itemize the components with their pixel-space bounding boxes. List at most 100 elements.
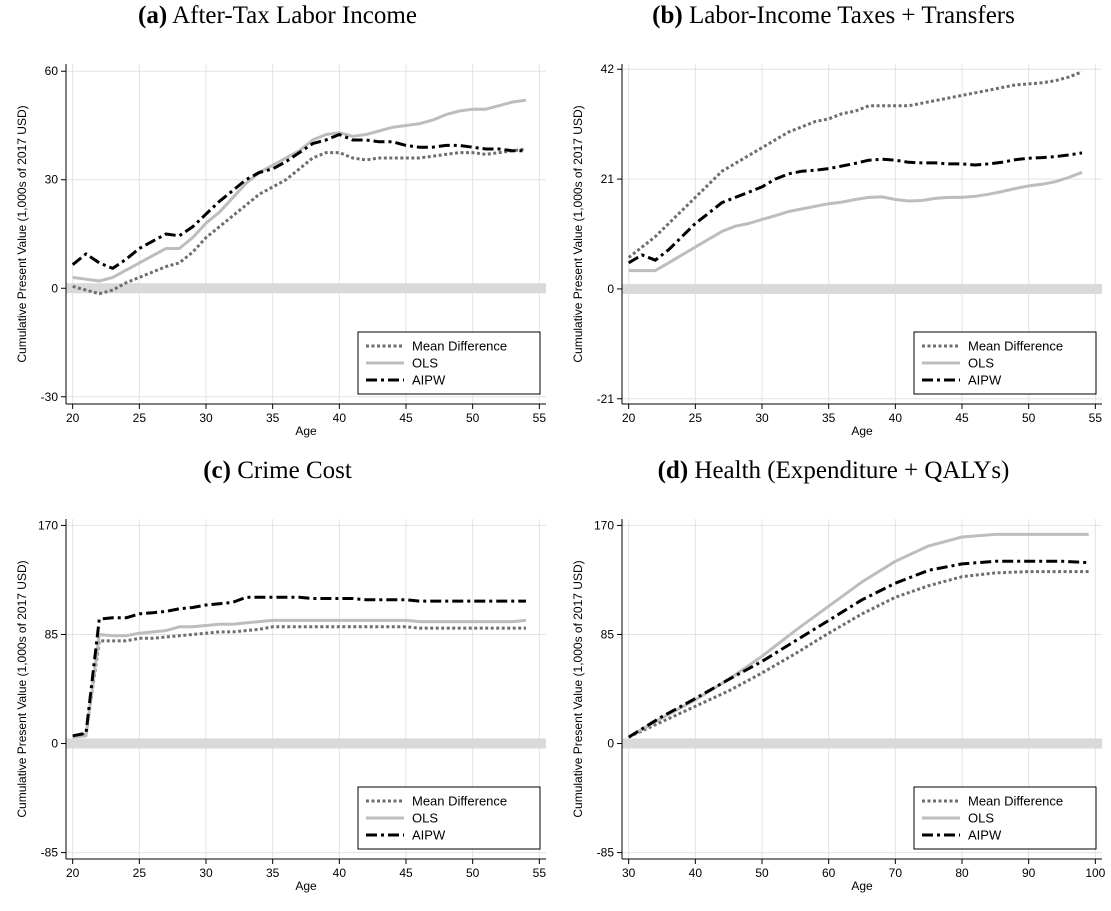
x-tick-label: 100 [1085,866,1105,880]
x-tick-label: 30 [199,411,213,425]
x-tick-label: 50 [466,411,480,425]
y-tick-label: 21 [601,172,615,186]
y-tick-label: 170 [38,518,58,532]
chart-b: 20 25 30 35 40 45 50 55 -21 0 21 42 Age Cumulative Pr… [571,62,1103,438]
legend-entry: Mean Difference [968,339,1063,354]
x-tick-label: 40 [333,411,347,425]
y-axis-label: Cumulative Present Value (1,000s of 2017… [15,560,29,817]
chart-a: 20 25 30 35 40 45 50 55 -30 0 30 60 Age Cumulative Pr… [15,64,547,438]
y-tick-label: 0 [607,737,614,751]
legend-entry: OLS [968,356,994,371]
legend-entry: AIPW [968,828,1002,843]
y-tick-label: 0 [607,282,614,296]
y-axis-label: Cumulative Present Value (1,000s of 2017… [571,105,585,362]
x-tick-label: 25 [133,866,147,880]
y-tick-label: 30 [45,173,59,187]
y-tick-label: -85 [41,846,59,860]
series-line-aipw [627,151,1083,265]
panel-b: (b) Labor-Income Taxes + Transfers 20 25 3… [556,0,1111,455]
y-tick-label: 60 [45,64,59,78]
y-tick-label: 170 [594,518,614,532]
series-line-ols [72,98,527,283]
x-tick-label: 35 [266,411,280,425]
panel-a: (a) After-Tax Labor Income 20 25 30 35 40 45 5… [0,0,555,455]
legend-entry: AIPW [412,373,446,388]
series-line-aipw [71,133,526,270]
legend: Mean Difference OLS AIPW [357,331,541,395]
legend: Mean Difference OLS AIPW [913,331,1097,395]
x-tick-label: 55 [533,866,547,880]
legend: Mean Difference OLS AIPW [357,786,541,850]
x-tick-label: 25 [689,411,703,425]
x-tick-label: 25 [133,411,147,425]
legend-entry: OLS [412,811,438,826]
x-tick-label: 55 [533,411,547,425]
x-tick-label: 20 [66,411,80,425]
y-tick-label: -30 [41,390,59,404]
panel-letter: (d) [657,457,689,484]
x-tick-label: 30 [622,866,636,880]
panel-title: (d) Health (Expenditure + QALYs) [556,457,1111,485]
x-tick-label: 45 [399,411,413,425]
panel-letter: (b) [652,2,683,29]
x-tick-label: 30 [755,411,769,425]
series-line-mean-difference [628,570,1089,739]
x-tick-label: 55 [1089,411,1103,425]
series-line-aipw [72,595,526,738]
y-tick-label: 85 [601,627,615,641]
x-tick-label: 50 [466,866,480,880]
legend: Mean Difference OLS AIPW [913,786,1097,850]
zero-reference-band [622,738,1102,749]
x-tick-label: 20 [622,411,636,425]
series-line-mean-difference [72,625,526,739]
x-axis-label: Age [295,424,317,438]
y-tick-label: -21 [597,392,615,406]
y-tick-label: 0 [51,281,58,295]
y-tick-label: 0 [51,737,58,751]
zero-reference-band [66,738,546,749]
x-tick-label: 30 [199,866,213,880]
x-tick-label: 60 [822,866,836,880]
panel-title-text: Labor-Income Taxes + Transfers [688,2,1015,29]
y-tick-label: -85 [597,846,615,860]
x-axis-label: Age [851,424,873,438]
x-tick-label: 90 [1022,866,1036,880]
legend-entry: Mean Difference [412,339,507,354]
x-tick-label: 50 [1022,411,1036,425]
panel-title: (b) Labor-Income Taxes + Transfers [556,2,1111,30]
chart-c: 20 25 30 35 40 45 50 55 -85 0 85 170 Age Cumulative P… [15,518,547,893]
panel-d: (d) Health (Expenditure + QALYs) 30 40 50 6… [556,455,1111,910]
legend-entry: AIPW [412,828,446,843]
panel-title-text: After-Tax Labor Income [172,2,417,29]
series-line-mean-difference [72,147,527,296]
x-tick-label: 45 [399,866,413,880]
panel-title-text: Health (Expenditure + QALYs) [694,457,1010,484]
legend-entry: OLS [412,356,438,371]
legend-entry: Mean Difference [968,794,1063,809]
series-line-ols [628,170,1083,273]
zero-reference-band [622,283,1102,294]
x-tick-label: 70 [889,866,903,880]
panel-letter: (c) [203,457,231,484]
y-axis-label: Cumulative Present Value (1,000s of 2017… [15,105,29,362]
x-tick-label: 35 [266,866,280,880]
panel-letter: (a) [138,2,168,29]
chart-d: 30 40 50 60 70 80 90 100 -85 0 85 170 Age Cumulative … [571,518,1106,893]
series-line-aipw [627,559,1089,739]
legend-entry: Mean Difference [412,794,507,809]
x-tick-label: 45 [955,411,969,425]
panel-title: (a) After-Tax Labor Income [0,2,555,30]
series-line-ols [627,532,1089,739]
panel-title-text: Crime Cost [237,457,352,484]
panel-c: (c) Crime Cost 20 25 30 35 40 45 50 55 -85 0 85 170… [0,455,555,910]
y-tick-label: 85 [45,627,59,641]
series-line-ols [72,618,527,739]
y-tick-label: 42 [601,62,615,76]
zero-reference-band [66,283,546,294]
x-axis-label: Age [295,879,317,893]
y-axis-label: Cumulative Present Value (1,000s of 2017… [571,560,585,817]
x-axis-label: Age [851,879,873,893]
x-tick-label: 40 [889,411,903,425]
x-tick-label: 20 [66,866,80,880]
x-tick-label: 40 [689,866,703,880]
